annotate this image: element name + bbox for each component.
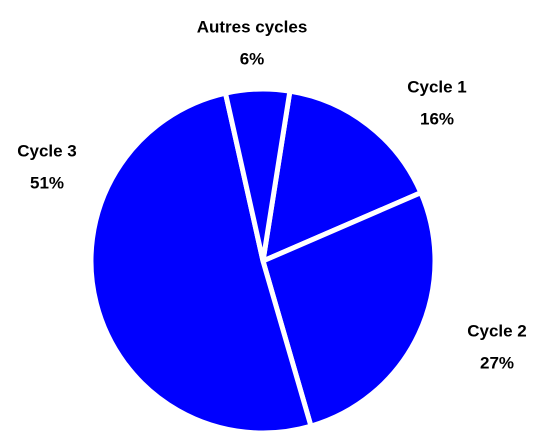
- slice-label: Cycle 3: [17, 141, 77, 160]
- pie-slice: [88, 90, 314, 434]
- slice-value-label: 51%: [30, 173, 64, 192]
- slice-label: Autres cycles: [197, 17, 308, 36]
- slice-value-label: 27%: [480, 353, 514, 372]
- slice-value-label: 6%: [240, 49, 265, 68]
- slice-value-label: 16%: [420, 109, 454, 128]
- slice-label: Cycle 1: [407, 77, 467, 96]
- pie-slice: [222, 86, 293, 264]
- pie-slice: [260, 190, 438, 429]
- slice-label: Cycle 2: [467, 321, 527, 340]
- pie-slice: [260, 88, 424, 264]
